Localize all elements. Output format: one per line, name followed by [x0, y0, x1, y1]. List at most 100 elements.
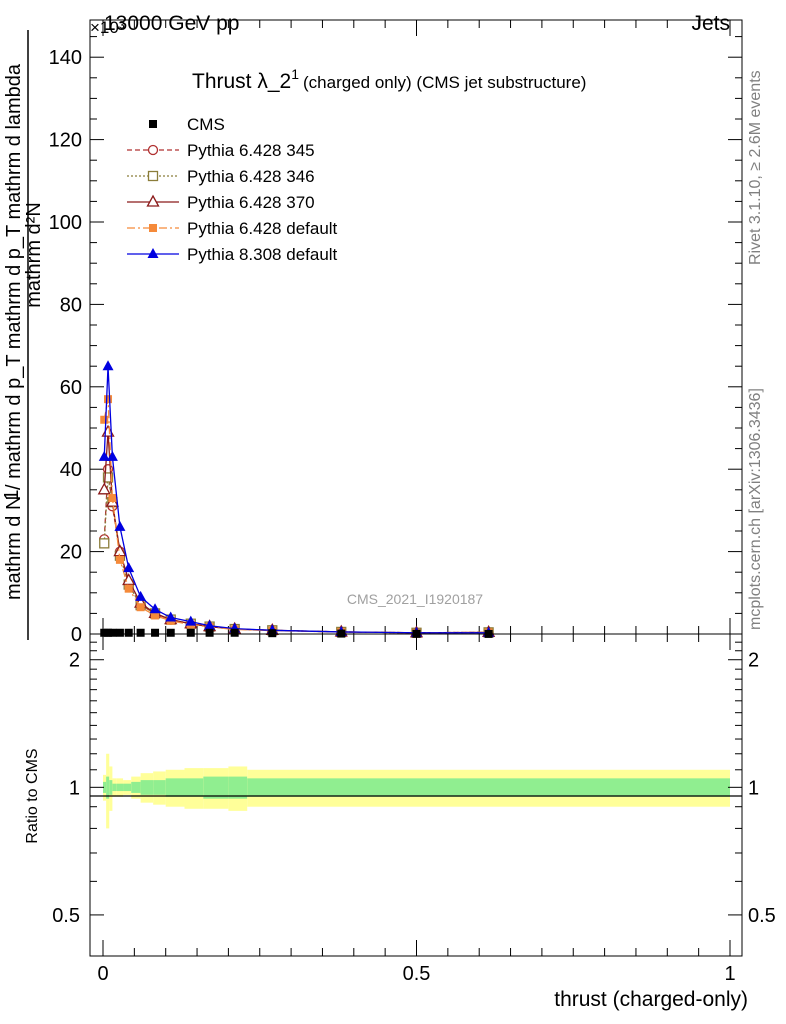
ratio-y-tick-label-right: 1 — [748, 777, 759, 799]
ratio-bands — [103, 753, 730, 829]
band-inner — [228, 776, 248, 799]
x-tick-label: 1 — [724, 963, 735, 985]
legend-label-pythia-6-428-346: Pythia 6.428 346 — [187, 167, 315, 186]
point-pythia-6-428-default — [115, 555, 124, 564]
legend-marker-pythia-8-308-default — [147, 248, 159, 258]
point-pythia-8-308-default — [185, 615, 197, 626]
point-pythia-8-308-default — [106, 450, 118, 461]
point-pythia-6-428-default — [108, 494, 117, 503]
point-cms — [166, 628, 175, 637]
point-pythia-6-428-370 — [122, 573, 136, 586]
ylabel-num: mathrm d²N — [23, 202, 45, 308]
title-main: Thrust λ_2 — [192, 70, 291, 93]
legend-label-pythia-6-428-default: Pythia 6.428 default — [187, 219, 338, 238]
point-pythia-8-308-default — [149, 603, 161, 614]
y-tick-label: 80 — [60, 294, 82, 316]
ratio-y-tick-label: 1 — [69, 777, 80, 799]
header-exponent: ×10³ — [90, 18, 125, 37]
point-cms — [115, 628, 124, 637]
bottom-y-axis: 0.5 0.5 1 1 2 2 — [52, 641, 776, 927]
y-tick-label: 140 — [49, 47, 82, 69]
point-cms — [230, 628, 239, 637]
band-inner — [153, 780, 166, 795]
legend: CMS Pythia 6.428 345 Pythia 6.428 346 Pythi… — [127, 115, 338, 264]
point-pythia-6-428-346 — [99, 538, 110, 549]
point-cms — [136, 628, 145, 637]
side-bottom-label: mcplots.cern.ch [arXiv:1306.3436] — [747, 388, 764, 630]
point-cms — [124, 628, 133, 637]
legend-label-pythia-8-308-default: Pythia 8.308 default — [187, 245, 338, 264]
x-axis-label: thrust (charged-only) — [554, 988, 748, 1011]
ratio-y-tick-label: 2 — [69, 650, 80, 672]
band-inner — [184, 778, 204, 797]
point-pythia-8-308-default — [165, 611, 177, 622]
point-pythia-8-308-default — [204, 619, 216, 630]
legend-marker-pythia-6-428-default — [149, 224, 157, 232]
y-tick-label: 0 — [71, 624, 82, 646]
header-left: 13000 GeV pp — [104, 12, 239, 35]
title-sub: (charged only) (CMS jet substructure) — [303, 73, 586, 92]
band-inner — [247, 778, 730, 797]
point-cms — [104, 628, 113, 637]
point-pythia-6-428-default — [104, 395, 113, 404]
y-tick-label: 120 — [49, 130, 82, 152]
point-cms — [186, 628, 195, 637]
point-cms — [151, 628, 160, 637]
point-pythia-6-428-370 — [97, 482, 111, 495]
band-inner — [165, 778, 185, 797]
band-inner — [112, 783, 117, 792]
point-pythia-6-428-default — [151, 611, 160, 620]
band-inner — [123, 783, 132, 792]
point-pythia-8-308-default — [98, 450, 110, 461]
y-axis-label-bottom: Ratio to CMS — [24, 748, 41, 843]
point-cms — [108, 628, 117, 637]
legend-marker-pythia-6-428-370 — [146, 194, 160, 207]
point-pythia-6-428-default — [124, 584, 133, 593]
y-axis-label-top: mathrm d²N mathrm d N / mathrm d p_T mat… — [1, 30, 45, 640]
y-tick-label: 20 — [60, 542, 82, 564]
legend-marker-pythia-6-428-346 — [147, 170, 159, 182]
svg-text:Thrust λ_21(charged only) (CMS: Thrust λ_21 (charged only) (CMS jet subst… — [192, 66, 586, 93]
ylabel-den: mathrm d N / mathrm d p_T mathrm d p_T m… — [3, 63, 25, 600]
band-inner — [103, 781, 107, 793]
point-pythia-8-308-default — [123, 562, 135, 573]
top-panel: 0 20 40 60 80 100 120 140 CMS_2021_I1920187 CMS… — [49, 19, 743, 646]
top-x-axis — [102, 20, 731, 634]
bottom-panel: 0.5 0.51 12 2 0 0.5 1 — [52, 633, 776, 985]
band-inner — [109, 780, 113, 795]
series-group — [97, 360, 496, 638]
y-tick-label: 40 — [60, 459, 82, 481]
band-inner — [106, 776, 110, 799]
ylabel-one: 1 — [1, 489, 23, 500]
watermark: CMS_2021_I1920187 — [347, 591, 483, 607]
header-right: Jets — [691, 12, 730, 35]
point-pythia-8-308-default — [102, 360, 114, 371]
y-tick-label: 60 — [60, 377, 82, 399]
ratio-y-tick-label-right: 2 — [748, 650, 759, 672]
title-sup: 1 — [291, 66, 299, 82]
legend-label-pythia-6-428-345: Pythia 6.428 345 — [187, 141, 315, 160]
ratio-y-tick-label-right: 0.5 — [748, 905, 776, 927]
y-tick-label: 100 — [49, 212, 82, 234]
point-pythia-8-308-default — [114, 520, 126, 531]
point-cms — [205, 628, 214, 637]
point-pythia-8-308-default — [135, 590, 147, 601]
legend-marker-cms — [149, 120, 157, 128]
x-tick-label: 0 — [97, 963, 108, 985]
top-frame — [89, 19, 743, 635]
point-pythia-6-428-default — [136, 603, 145, 612]
band-inner — [140, 780, 154, 795]
point-pythia-6-428-346 — [102, 472, 114, 483]
series-line-pythia-6-428-345 — [103, 469, 489, 634]
legend-label-pythia-6-428-370: Pythia 6.428 370 — [187, 193, 315, 212]
ratio-y-tick-label: 0.5 — [52, 905, 80, 927]
series-line-pythia-6-428-346 — [103, 477, 489, 634]
band-inner — [116, 783, 124, 792]
x-tick-label: 0.5 — [403, 963, 431, 985]
bottom-x-axis: 0 0.5 1 — [97, 634, 736, 985]
legend-label-cms: CMS — [187, 115, 225, 134]
top-y-axis: 0 20 40 60 80 100 120 140 — [49, 36, 742, 646]
band-inner — [203, 776, 229, 799]
legend-marker-pythia-6-428-345 — [147, 144, 159, 156]
